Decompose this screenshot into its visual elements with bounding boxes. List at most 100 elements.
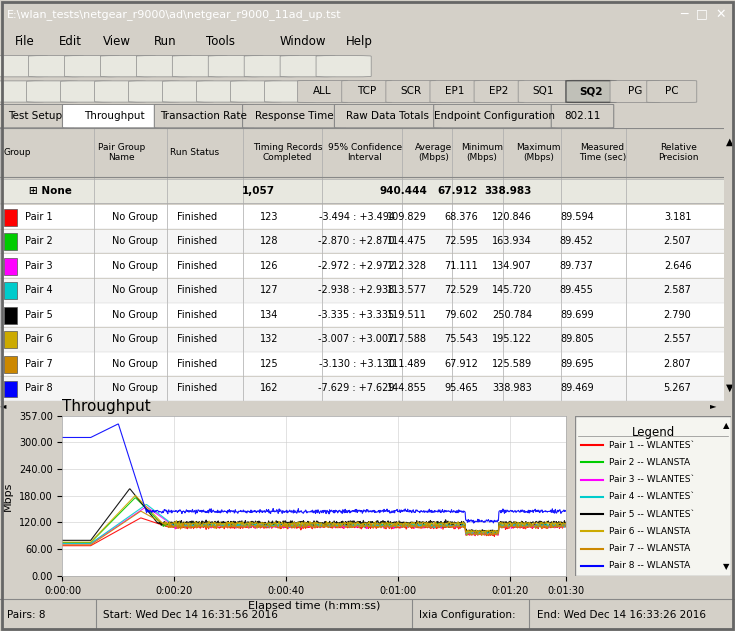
Bar [0,179,724,203]
Bar [4,356,17,373]
Text: Start: Wed Dec 14 16:31:56 2016: Start: Wed Dec 14 16:31:56 2016 [103,610,278,620]
Text: 2.807: 2.807 [664,359,692,369]
Text: ─: ─ [680,8,687,21]
Text: -3.130 : +3.130: -3.130 : +3.130 [318,359,395,369]
Text: ►: ► [710,401,717,411]
Text: ▲: ▲ [723,422,730,430]
Text: Pairs: 8: Pairs: 8 [7,610,46,620]
Text: No Group: No Group [112,236,158,246]
Text: 3.181: 3.181 [664,211,692,221]
Text: Finished: Finished [177,261,218,271]
Text: Pair 1 -- WLANTES`: Pair 1 -- WLANTES` [609,440,695,450]
Text: Pair Group
Name: Pair Group Name [98,143,145,162]
Text: 940.444: 940.444 [379,186,427,196]
Text: No Group: No Group [112,285,158,295]
Text: Pair 2 -- WLANSTA: Pair 2 -- WLANSTA [609,458,690,467]
Text: 67.912: 67.912 [444,359,478,369]
Text: Minimum
(Mbps): Minimum (Mbps) [461,143,503,162]
Text: 68.376: 68.376 [444,211,478,221]
FancyBboxPatch shape [129,81,180,102]
FancyBboxPatch shape [0,56,48,77]
Text: 89.469: 89.469 [560,384,594,393]
Text: 117.588: 117.588 [387,334,427,345]
Text: No Group: No Group [112,261,158,271]
Text: ▲: ▲ [725,136,734,146]
Text: Pair 7: Pair 7 [25,359,53,369]
Text: 2.507: 2.507 [664,236,692,246]
Text: Finished: Finished [177,334,218,345]
Text: 123: 123 [260,211,279,221]
Text: -2.938 : +2.938: -2.938 : +2.938 [318,285,395,295]
Text: Finished: Finished [177,236,218,246]
Text: 250.784: 250.784 [492,310,532,320]
Text: 120.846: 120.846 [492,211,532,221]
Bar [4,209,17,226]
Text: 67.912: 67.912 [437,186,478,196]
Text: 113.577: 113.577 [387,285,427,295]
Text: Legend: Legend [631,426,675,439]
Text: Endpoint Configuration: Endpoint Configuration [434,111,555,121]
Text: 89.737: 89.737 [560,261,594,271]
Text: 338.983: 338.983 [492,384,532,393]
Text: 2.587: 2.587 [664,285,692,295]
Text: E:\wlan_tests\netgear_r9000\ad\netgear_r9000_11ad_up.tst: E:\wlan_tests\netgear_r9000\ad\netgear_r… [7,9,342,20]
X-axis label: Elapsed time (h:mm:ss): Elapsed time (h:mm:ss) [248,601,381,611]
Text: 89.699: 89.699 [560,310,594,320]
Text: ▼: ▼ [725,382,734,392]
FancyBboxPatch shape [298,81,348,102]
Text: 89.455: 89.455 [560,285,594,295]
Text: PC: PC [665,86,678,97]
FancyBboxPatch shape [265,81,316,102]
Text: 5.267: 5.267 [664,384,692,393]
Text: 144.855: 144.855 [387,384,427,393]
Text: -7.629 : +7.629: -7.629 : +7.629 [318,384,395,393]
Text: 114.475: 114.475 [387,236,427,246]
Bar [4,283,17,299]
Text: 162: 162 [260,384,279,393]
Text: 125: 125 [260,359,279,369]
Bar [4,331,17,348]
Text: Pair 8: Pair 8 [25,384,53,393]
Text: 89.452: 89.452 [560,236,594,246]
Text: -3.494 : +3.494: -3.494 : +3.494 [318,211,395,221]
FancyBboxPatch shape [231,81,282,102]
FancyBboxPatch shape [162,81,214,102]
Text: -2.870 : +2.870: -2.870 : +2.870 [318,236,395,246]
FancyBboxPatch shape [474,81,524,102]
Text: SQ1: SQ1 [532,86,554,97]
Text: 89.695: 89.695 [560,359,594,369]
Text: Finished: Finished [177,285,218,295]
Text: No Group: No Group [112,211,158,221]
Text: 338.983: 338.983 [485,186,532,196]
Text: Relative
Precision: Relative Precision [658,143,699,162]
Text: View: View [103,35,131,47]
Text: TCP: TCP [357,86,376,97]
Text: Transaction Rate: Transaction Rate [160,111,248,121]
FancyBboxPatch shape [29,56,84,77]
FancyBboxPatch shape [434,104,555,128]
Text: 119.511: 119.511 [387,310,427,320]
Text: Pair 3: Pair 3 [25,261,53,271]
Bar [0,205,724,229]
FancyBboxPatch shape [0,104,74,128]
Text: SCR: SCR [401,86,421,97]
Text: -3.007 : +3.007: -3.007 : +3.007 [318,334,395,345]
Text: 134: 134 [260,310,279,320]
Text: Pair 4: Pair 4 [25,285,53,295]
Text: Raw Data Totals: Raw Data Totals [346,111,429,121]
Text: Throughput: Throughput [62,399,151,414]
FancyBboxPatch shape [647,81,697,102]
Text: Throughput: Throughput [84,111,144,121]
Text: 2.790: 2.790 [664,310,692,320]
Text: ▼: ▼ [723,562,730,571]
Text: 802.11: 802.11 [564,111,600,121]
FancyBboxPatch shape [610,81,660,102]
FancyBboxPatch shape [62,104,165,128]
Text: No Group: No Group [112,334,158,345]
Text: SQ2: SQ2 [579,86,603,97]
Text: □: □ [696,8,708,21]
FancyBboxPatch shape [243,104,345,128]
Text: Tools: Tools [206,35,234,47]
Text: 72.595: 72.595 [444,236,478,246]
FancyBboxPatch shape [0,81,44,102]
